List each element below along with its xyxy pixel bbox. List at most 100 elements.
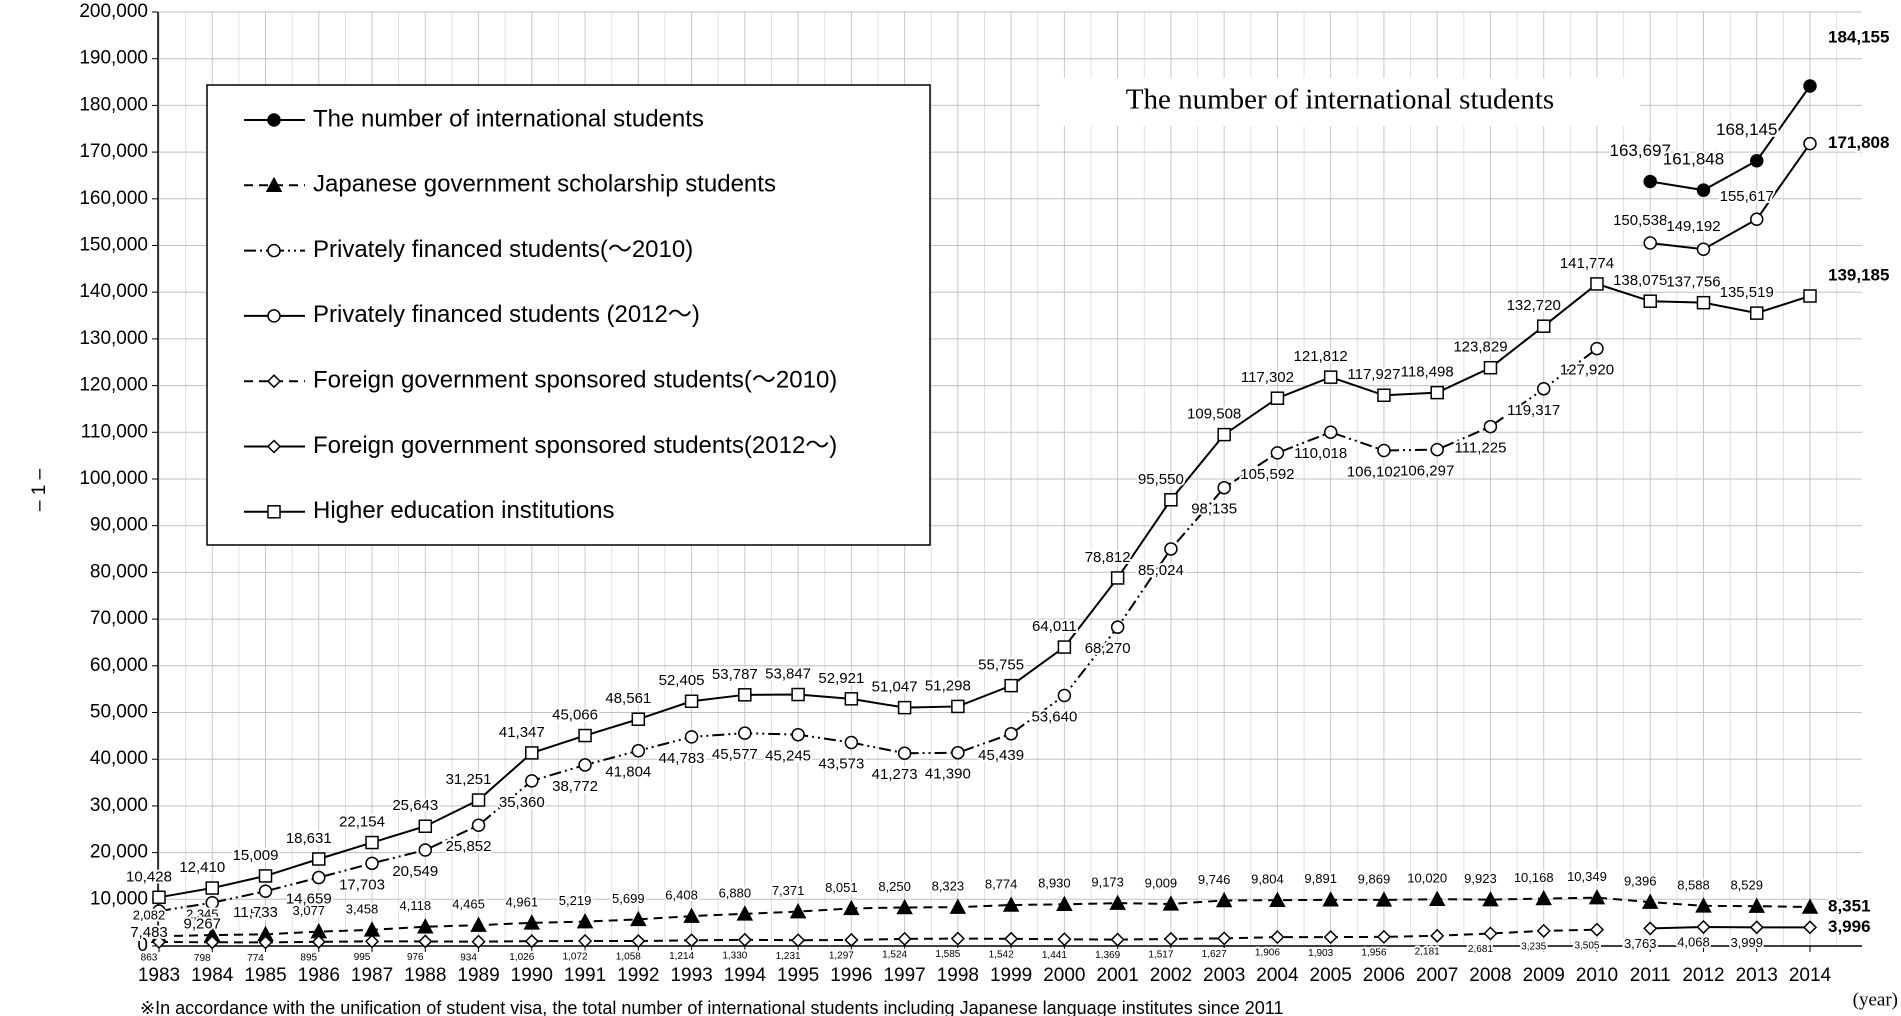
value-label: 17,703 [339,876,385,893]
value-label: 31,251 [446,771,492,788]
marker [1643,294,1657,308]
value-label: 798 [194,953,211,964]
value-label: 155,617 [1720,188,1774,205]
marker [843,899,860,916]
value-label: 110,018 [1294,445,1347,462]
y-tick-label: 170,000 [79,141,148,162]
marker [844,932,859,948]
value-label: 106,297 [1400,463,1454,480]
marker [152,890,166,905]
x-tick-label: 2000 [1043,965,1085,986]
value-label: 138,075 [1613,272,1667,289]
marker [630,910,647,927]
marker [1270,446,1285,460]
marker [1322,891,1339,907]
value-label: 4,465 [452,897,485,912]
marker [844,692,859,706]
marker [1110,620,1125,634]
marker [578,933,593,949]
value-label: 8,323 [932,879,965,894]
value-label: 3,235 [1521,942,1546,953]
value-label: 774 [247,953,264,964]
marker [738,688,752,702]
value-label: 10,168 [1514,870,1554,885]
value-label: 2,345 [186,906,219,921]
y-tick-label: 50,000 [90,702,148,723]
value-label: 25,643 [392,797,438,814]
marker [1377,388,1391,403]
legend-label: Privately financed students(～2010) [313,236,693,263]
value-label: 2,181 [1415,946,1440,957]
marker [951,745,965,760]
value-label: 150,538 [1613,212,1667,229]
marker [844,735,859,750]
marker [470,916,487,932]
marker [365,835,379,850]
marker [683,907,700,923]
value-label: 9,869 [1358,871,1391,886]
value-label: 863 [141,953,158,964]
y-tick-label: 40,000 [90,748,148,769]
marker [791,933,806,948]
x-tick-label: 1984 [191,965,234,986]
legend-label: Privately financed students (2012～) [313,301,700,328]
value-label: 43,573 [818,755,864,772]
value-label: 1,058 [616,952,641,963]
value-label: 35,360 [499,794,545,811]
value-label: 53,787 [712,666,758,683]
marker [1002,896,1020,912]
x-tick-label: 1999 [990,965,1032,986]
marker [471,793,486,807]
value-label: 5,219 [559,893,592,908]
marker [152,904,166,918]
legend-label: Foreign government sponsored students(20… [313,432,837,459]
value-label: 168,145 [1716,120,1777,139]
value-label: 995 [354,952,371,963]
value-label: 7,483 [130,924,168,941]
marker [1215,891,1233,908]
marker [1217,931,1232,946]
value-label: 12,410 [179,859,225,876]
x-tick-label: 2009 [1523,965,1565,986]
marker [738,726,752,740]
value-label: 14,659 [286,891,332,908]
y-tick-label: 90,000 [90,515,148,536]
y-tick-label: 130,000 [79,328,148,349]
marker [1536,923,1551,938]
marker [258,869,273,883]
marker [1430,928,1445,943]
value-label: 6,880 [719,885,752,900]
value-label: 1,524 [882,950,907,961]
marker [1696,242,1711,257]
x-tick-label: 2003 [1203,965,1245,986]
marker [312,852,326,866]
value-label: 41,390 [925,766,971,783]
marker [205,881,220,895]
x-tick-label: 1992 [617,965,659,986]
x-tick-label: 1997 [883,965,925,986]
value-label: 10,349 [1567,869,1607,884]
value-label: 139,185 [1828,265,1889,284]
value-label: 85,024 [1138,562,1184,579]
value-label: 2,082 [133,908,166,923]
marker [789,902,807,919]
marker [578,758,592,772]
marker [684,933,699,948]
marker [736,905,754,921]
x-tick-label: 1995 [777,965,819,986]
marker [1163,931,1178,946]
marker [1803,79,1817,93]
marker [1536,319,1551,333]
marker [1749,306,1764,320]
value-label: 41,347 [499,724,545,741]
marker [1004,931,1019,946]
marker [684,730,699,744]
value-label: 1,231 [776,951,801,962]
x-tick-label: 2011 [1630,965,1671,986]
marker [1057,932,1072,947]
value-label: 48,561 [605,690,651,707]
y-tick-label: 140,000 [79,281,148,302]
legend: The number of international students Japa… [244,105,837,524]
marker [1110,932,1125,947]
series-line [1650,926,1811,930]
